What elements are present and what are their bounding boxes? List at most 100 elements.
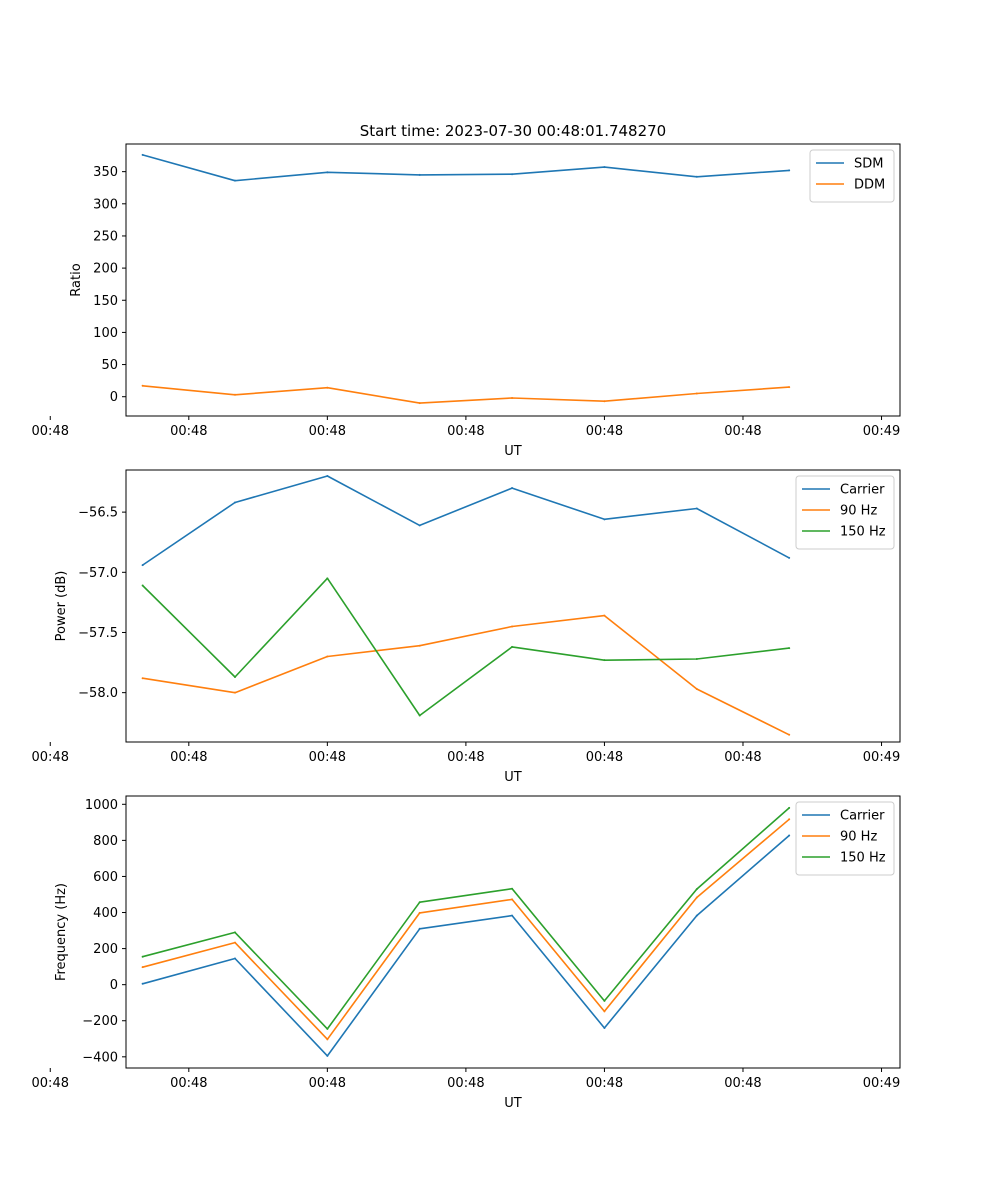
legend-label: 150 Hz xyxy=(840,851,886,866)
y-tick-label: 400 xyxy=(93,906,118,921)
data-point xyxy=(141,966,144,969)
data-point xyxy=(788,169,791,172)
x-axis-label: UT xyxy=(504,444,522,459)
legend-label: Carrier xyxy=(840,809,885,824)
data-point xyxy=(788,647,791,650)
y-tick-label: 1000 xyxy=(85,798,118,813)
data-point xyxy=(695,896,698,899)
data-point xyxy=(603,614,606,617)
data-point xyxy=(233,957,236,960)
data-point xyxy=(418,901,421,904)
data-point xyxy=(326,655,329,658)
data-point xyxy=(603,659,606,662)
data-point xyxy=(326,1027,329,1030)
x-tick-label: 00:48 xyxy=(309,1076,346,1091)
x-tick-label: 00:48 xyxy=(724,750,761,765)
data-point xyxy=(326,1038,329,1041)
x-tick-label: 00:48 xyxy=(309,750,346,765)
legend-label: 90 Hz xyxy=(840,830,877,845)
data-point xyxy=(326,171,329,174)
data-point xyxy=(788,733,791,736)
y-tick-label: −200 xyxy=(82,1014,118,1029)
data-point xyxy=(511,487,514,490)
legend: SDM DDM xyxy=(809,149,895,203)
y-tick-label: 0 xyxy=(110,390,118,405)
series-line-90-hz xyxy=(142,818,790,1041)
x-axis-label: UT xyxy=(504,1096,522,1111)
x-tick-label: 00:48 xyxy=(170,424,207,439)
data-point xyxy=(141,584,144,587)
legend: Carrier 90 Hz 150 Hz xyxy=(795,475,895,550)
data-point xyxy=(695,657,698,660)
series-line-150-hz xyxy=(142,577,790,717)
data-point xyxy=(511,645,514,648)
y-tick-label: 600 xyxy=(93,870,118,885)
y-tick-label: −57.5 xyxy=(78,626,118,641)
data-point xyxy=(695,688,698,691)
y-tick-label: 100 xyxy=(93,326,118,341)
x-tick-label: 00:48 xyxy=(447,750,484,765)
data-point xyxy=(141,955,144,958)
data-point xyxy=(233,676,236,679)
x-tick-label: 00:48 xyxy=(586,1076,623,1091)
y-axis-label: Power (dB) xyxy=(54,571,69,642)
data-point xyxy=(788,834,791,837)
x-tick-label: 00:48 xyxy=(170,750,207,765)
x-tick-label: 00:49 xyxy=(863,424,900,439)
legend-label: SDM xyxy=(854,157,883,172)
series-line-sdm xyxy=(142,154,790,182)
data-point xyxy=(695,175,698,178)
data-point xyxy=(233,691,236,694)
data-point xyxy=(603,166,606,169)
data-point xyxy=(141,677,144,680)
data-point xyxy=(603,999,606,1002)
data-point xyxy=(418,644,421,647)
data-point xyxy=(695,507,698,510)
data-point xyxy=(326,1054,329,1057)
x-tick-label: 00:48 xyxy=(32,1076,69,1091)
y-tick-label: 200 xyxy=(93,942,118,957)
series-line-150-hz xyxy=(142,807,790,1030)
data-point xyxy=(233,501,236,504)
x-tick-label: 00:48 xyxy=(309,424,346,439)
y-tick-label: 300 xyxy=(93,197,118,212)
series-line-ddm xyxy=(142,385,790,404)
legend-label: Carrier xyxy=(840,483,885,498)
data-point xyxy=(511,898,514,901)
y-tick-label: 350 xyxy=(93,165,118,180)
series-line-carrier xyxy=(142,475,790,566)
series-line-carrier xyxy=(142,834,790,1057)
data-point xyxy=(511,396,514,399)
data-point xyxy=(326,386,329,389)
legend: Carrier 90 Hz 150 Hz xyxy=(795,801,895,876)
y-tick-label: 150 xyxy=(93,294,118,309)
legend-label: 150 Hz xyxy=(840,525,886,540)
axes-frame xyxy=(125,795,901,1069)
data-point xyxy=(418,402,421,405)
data-point xyxy=(418,927,421,930)
data-point xyxy=(603,400,606,403)
x-axis-label: UT xyxy=(504,770,522,785)
chart-title: Start time: 2023-07-30 00:48:01.748270 xyxy=(360,122,666,140)
x-tick-label: 00:49 xyxy=(863,1076,900,1091)
x-tick-label: 00:48 xyxy=(586,424,623,439)
y-tick-label: −400 xyxy=(82,1050,118,1065)
data-point xyxy=(788,806,791,809)
x-tick-label: 00:48 xyxy=(447,424,484,439)
y-axis-label: Frequency (Hz) xyxy=(54,883,69,981)
data-point xyxy=(141,153,144,156)
data-point xyxy=(695,888,698,891)
data-point xyxy=(788,386,791,389)
data-point xyxy=(233,179,236,182)
y-tick-label: 800 xyxy=(93,834,118,849)
y-tick-label: 0 xyxy=(110,978,118,993)
data-point xyxy=(788,556,791,559)
x-tick-label: 00:48 xyxy=(724,424,761,439)
data-point xyxy=(141,564,144,567)
data-point xyxy=(233,931,236,934)
data-point xyxy=(511,625,514,628)
data-point xyxy=(418,911,421,914)
y-axis-label: Ratio xyxy=(69,263,84,296)
data-point xyxy=(511,914,514,917)
